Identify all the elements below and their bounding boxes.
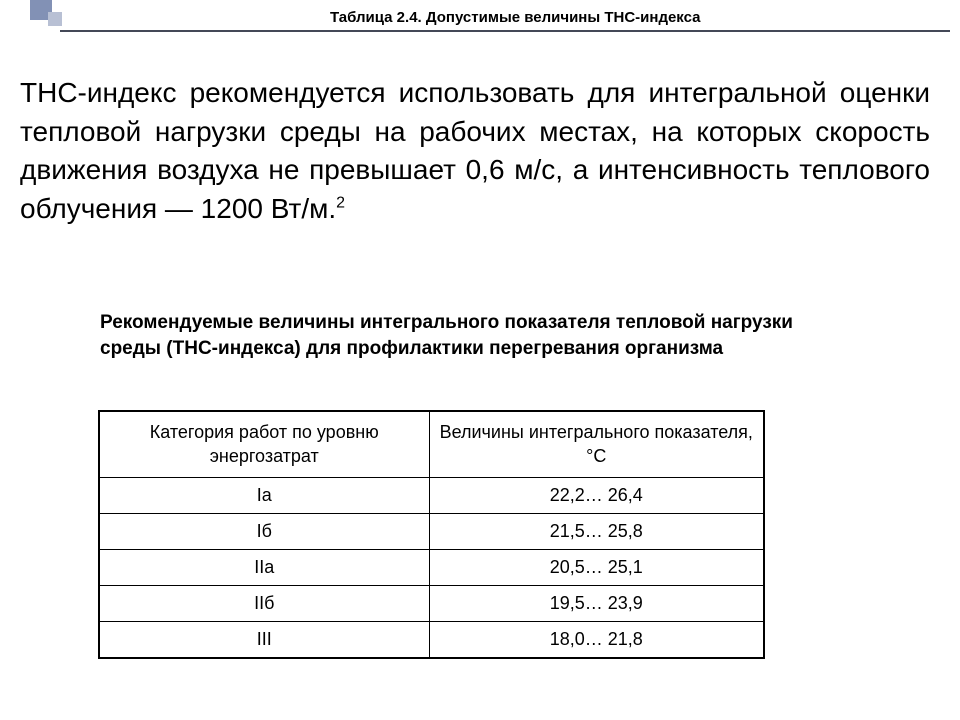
column-header: Категория работ по уровню энергозатрат: [99, 411, 429, 477]
tns-index-table: Категория работ по уровню энергозатрат В…: [98, 410, 765, 659]
table-row: III 18,0… 21,8: [99, 621, 764, 658]
table-row: Iа 22,2… 26,4: [99, 477, 764, 513]
table-row: IIб 19,5… 23,9: [99, 585, 764, 621]
column-header: Величины интегрального показателя, °С: [429, 411, 764, 477]
table-caption: Рекомендуемые величины интегрального пок…: [100, 310, 830, 361]
table-cell: Iб: [99, 513, 429, 549]
table-cell: Iа: [99, 477, 429, 513]
table-cell: IIб: [99, 585, 429, 621]
table-cell: IIа: [99, 549, 429, 585]
table-cell: 18,0… 21,8: [429, 621, 764, 658]
slide-header: Таблица 2.4. Допустимые величины ТНС-инд…: [0, 4, 960, 30]
table-cell: 20,5… 25,1: [429, 549, 764, 585]
square-icon: [48, 12, 62, 26]
header-underline: [60, 30, 950, 32]
body-paragraph: ТНС-индекс рекомендуется использовать дл…: [20, 74, 930, 229]
header-decoration: [20, 2, 80, 32]
table-cell: 21,5… 25,8: [429, 513, 764, 549]
paragraph-text: ТНС-индекс рекомендуется использовать дл…: [20, 77, 930, 224]
table-cell: III: [99, 621, 429, 658]
slide-title: Таблица 2.4. Допустимые величины ТНС-инд…: [330, 9, 701, 26]
table-row: Iб 21,5… 25,8: [99, 513, 764, 549]
table-cell: 22,2… 26,4: [429, 477, 764, 513]
superscript: 2: [336, 195, 345, 212]
table-row: IIа 20,5… 25,1: [99, 549, 764, 585]
table-header-row: Категория работ по уровню энергозатрат В…: [99, 411, 764, 477]
table-cell: 19,5… 23,9: [429, 585, 764, 621]
